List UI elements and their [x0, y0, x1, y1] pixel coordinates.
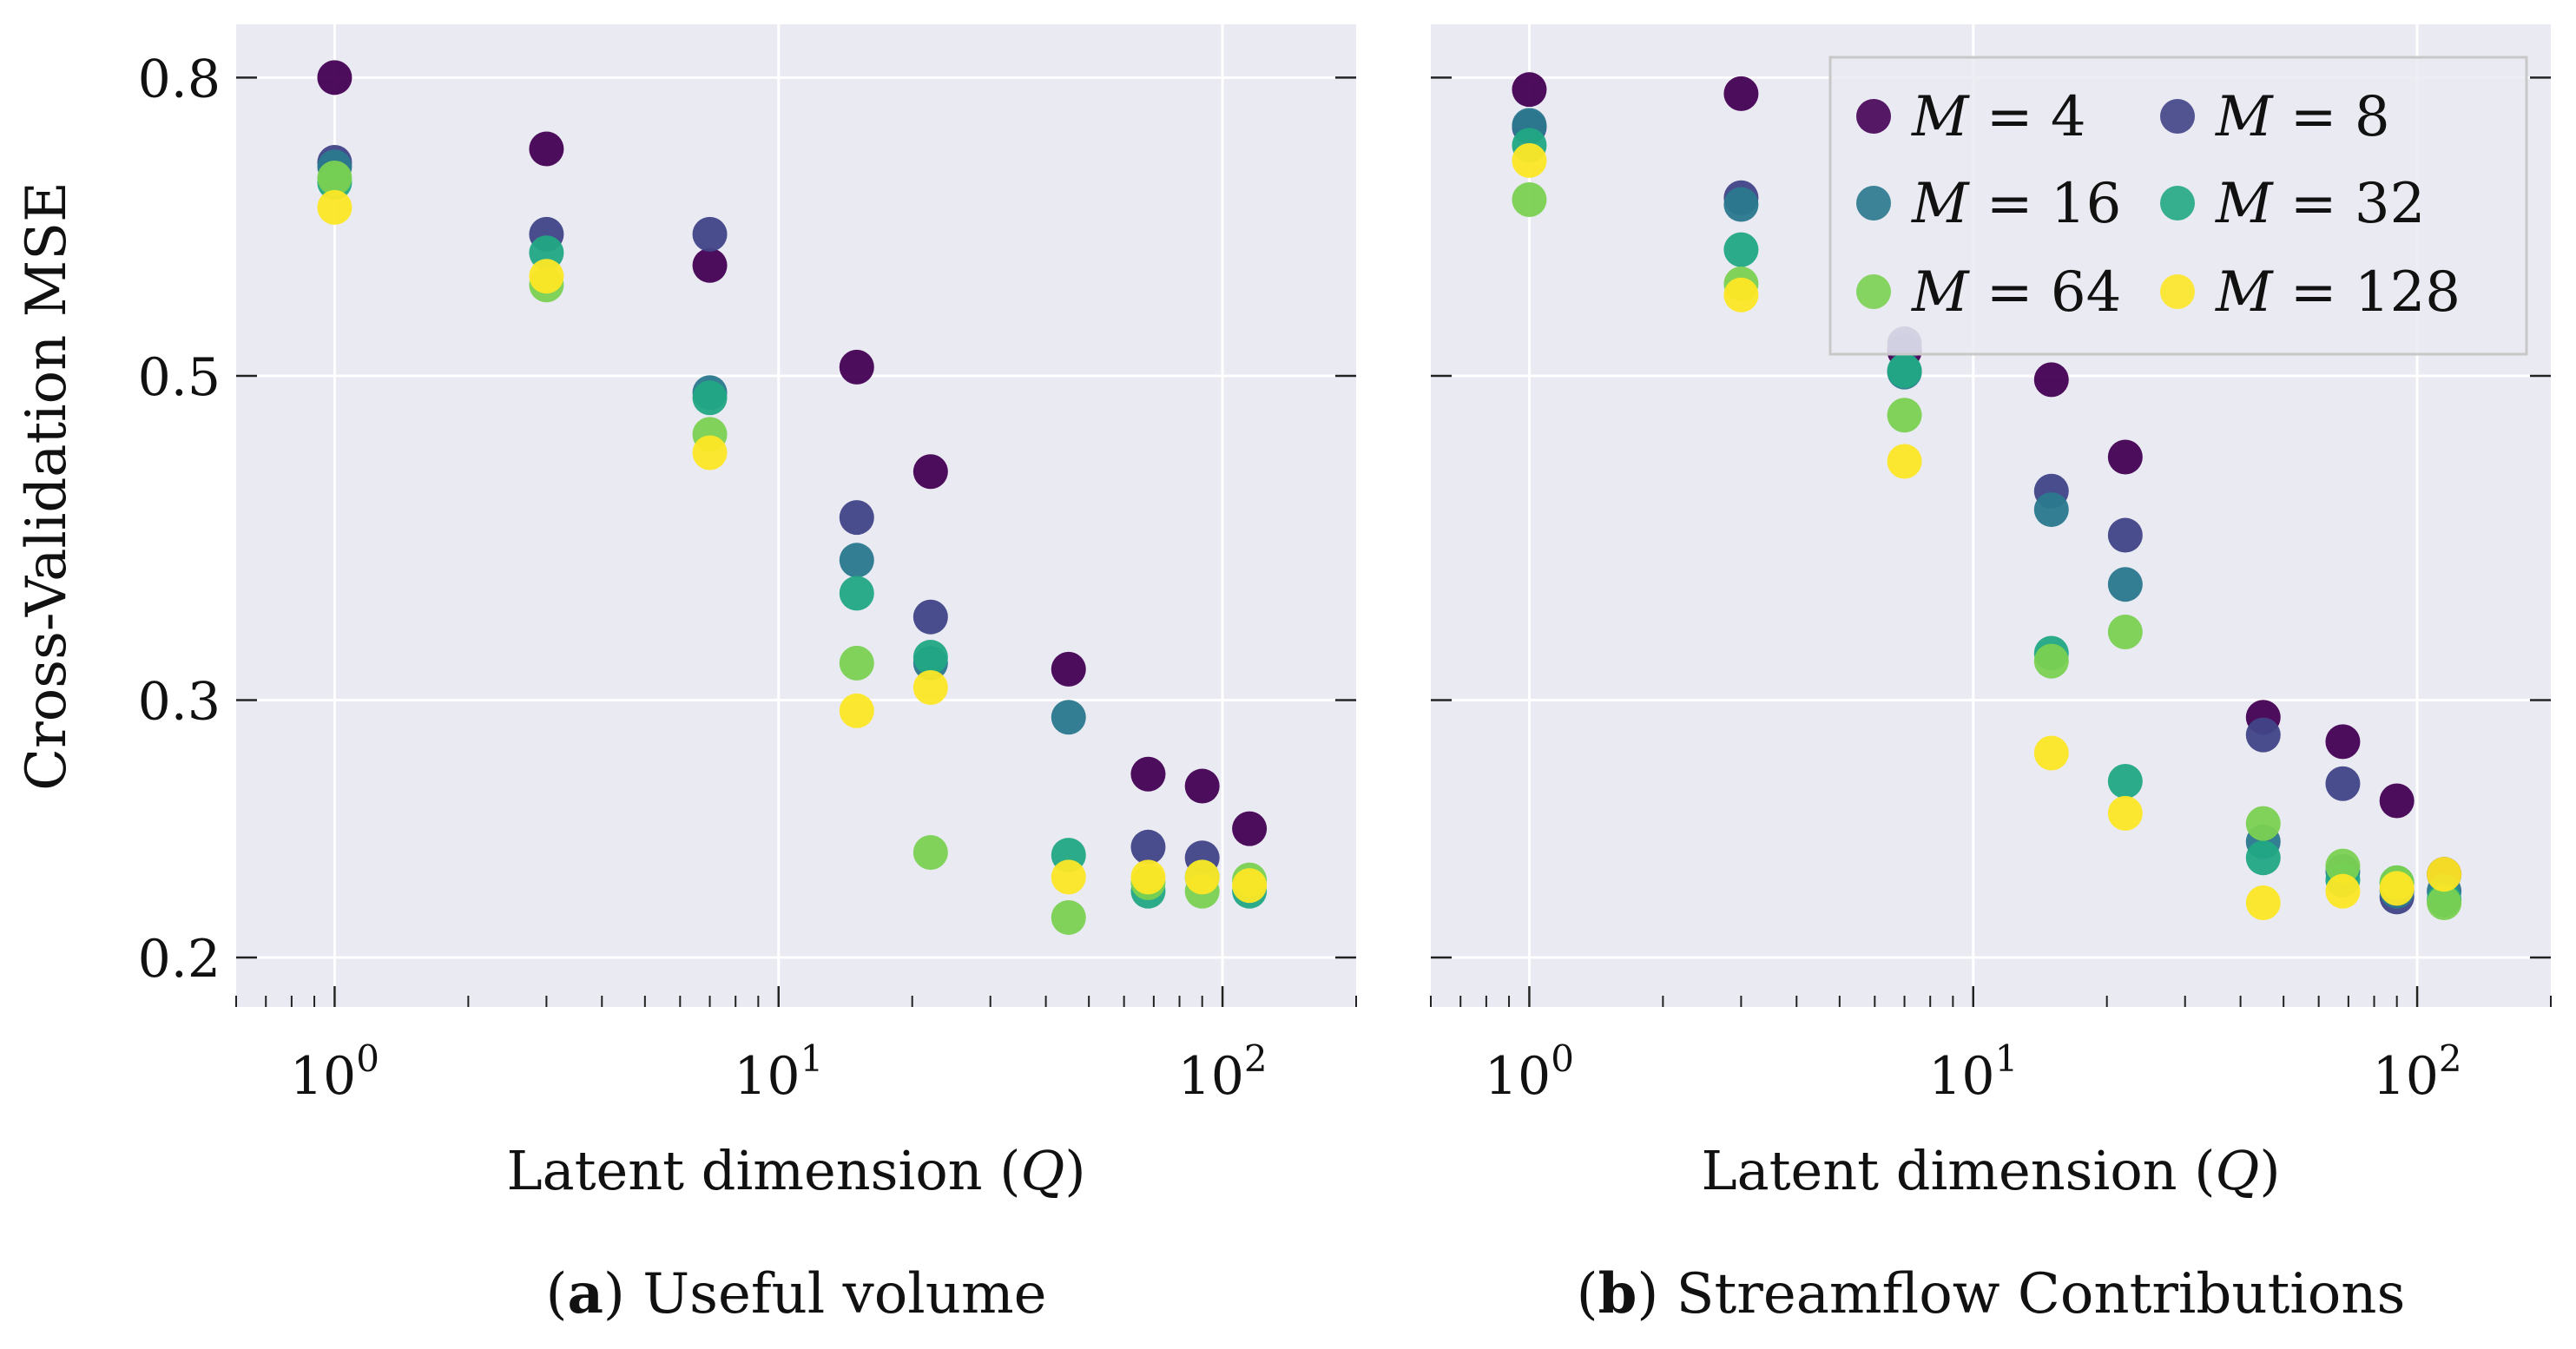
data-point	[2325, 848, 2361, 884]
legend-label: M = 128	[2215, 260, 2461, 325]
data-point	[1051, 651, 1086, 687]
data-point	[1512, 181, 1547, 217]
data-point	[1887, 398, 1922, 433]
panel-caption: (b) Streamflow Contributions	[1577, 1261, 2406, 1326]
data-point	[839, 543, 874, 578]
data-point	[2107, 567, 2143, 602]
data-point	[1232, 868, 1268, 904]
data-point	[692, 435, 728, 471]
data-point	[2107, 795, 2143, 831]
data-point	[2427, 885, 2462, 920]
y-tick-label: 0.5	[138, 347, 221, 408]
data-point	[1723, 187, 1759, 222]
data-point	[839, 500, 874, 536]
x-axis-title: Latent dimension (Q)	[506, 1139, 1085, 1202]
data-point	[839, 645, 874, 681]
data-point	[839, 576, 874, 611]
legend-label: M = 64	[1911, 260, 2121, 325]
legend-label: M = 4	[1911, 85, 2086, 149]
data-point	[2379, 783, 2415, 819]
data-point	[692, 247, 728, 283]
data-point	[2107, 517, 2143, 553]
legend: M = 4 M = 8 M = 16 M = 32 M = 64 M = 128	[1828, 56, 2528, 356]
data-point	[1723, 76, 1759, 111]
data-point	[2379, 871, 2415, 906]
x-tick-label: 101	[734, 1037, 823, 1107]
legend-label: M = 8	[2215, 85, 2390, 149]
data-point	[1184, 768, 1220, 804]
data-point	[2107, 615, 2143, 650]
data-point	[692, 380, 728, 416]
panel-a: 0.2 0.3 0.5 0.8 100 101 102 Latent dimension (Q…	[138, 24, 1357, 1326]
data-point	[2245, 885, 2281, 920]
y-tick-label: 0.8	[138, 49, 221, 109]
y-axis-title: Cross-Validation MSE	[15, 181, 79, 791]
data-point	[2245, 717, 2281, 753]
data-point	[1184, 859, 1220, 895]
data-point	[1130, 756, 1166, 792]
x-tick-label: 100	[1485, 1037, 1574, 1107]
legend-marker	[2160, 186, 2195, 220]
data-point	[2325, 873, 2361, 909]
data-point	[2245, 840, 2281, 876]
data-point	[1051, 899, 1086, 935]
data-point	[692, 216, 728, 252]
data-point	[1723, 232, 1759, 267]
data-point	[317, 60, 352, 95]
x-tick-label: 102	[2373, 1037, 2462, 1107]
legend-marker	[1856, 99, 1891, 134]
x-tick-label: 100	[290, 1037, 379, 1107]
data-point	[1723, 277, 1759, 313]
data-point	[2427, 857, 2462, 892]
data-point	[1887, 353, 1922, 389]
y-tick-label: 0.2	[138, 929, 221, 990]
series-m-4	[317, 60, 1268, 846]
legend-label: M = 32	[2215, 172, 2425, 236]
data-point	[2033, 643, 2069, 679]
data-point	[317, 189, 352, 225]
data-point	[2325, 724, 2361, 760]
data-point	[2033, 362, 2069, 398]
data-point	[1130, 859, 1166, 895]
data-point	[2325, 766, 2361, 801]
data-point	[1232, 811, 1268, 846]
data-point	[839, 693, 874, 728]
x-tick-label: 102	[1178, 1037, 1268, 1107]
data-point	[2033, 735, 2069, 771]
x-axis-title: Latent dimension (Q)	[1701, 1139, 2280, 1202]
legend-marker	[2160, 99, 2195, 134]
x-tick-label: 101	[1928, 1037, 2018, 1107]
data-point	[317, 160, 352, 195]
data-point	[1051, 859, 1086, 895]
legend-label: M = 16	[1911, 172, 2121, 236]
plot-background	[236, 24, 1356, 1007]
y-tick-label: 0.3	[138, 672, 221, 733]
data-point	[912, 640, 948, 675]
series-m-64	[1512, 181, 2462, 920]
data-point	[2107, 763, 2143, 799]
data-point	[1130, 829, 1166, 865]
data-point	[839, 349, 874, 385]
legend-marker	[1856, 186, 1891, 220]
data-point	[1512, 72, 1547, 108]
data-point	[529, 131, 564, 167]
series-m-128	[317, 189, 1268, 904]
data-point	[529, 259, 564, 294]
legend-marker	[2160, 274, 2195, 309]
series-m-128	[1512, 142, 2462, 920]
legend-marker	[1856, 274, 1891, 309]
data-point	[912, 454, 948, 490]
data-point	[2107, 439, 2143, 475]
data-point	[912, 670, 948, 706]
data-point	[2245, 806, 2281, 841]
panel-caption: (a) Useful volume	[545, 1261, 1046, 1326]
data-point	[1051, 700, 1086, 735]
data-point	[1512, 142, 1547, 178]
data-point	[912, 599, 948, 635]
data-point	[2033, 492, 2069, 528]
data-point	[1887, 444, 1922, 479]
data-point	[912, 834, 948, 870]
